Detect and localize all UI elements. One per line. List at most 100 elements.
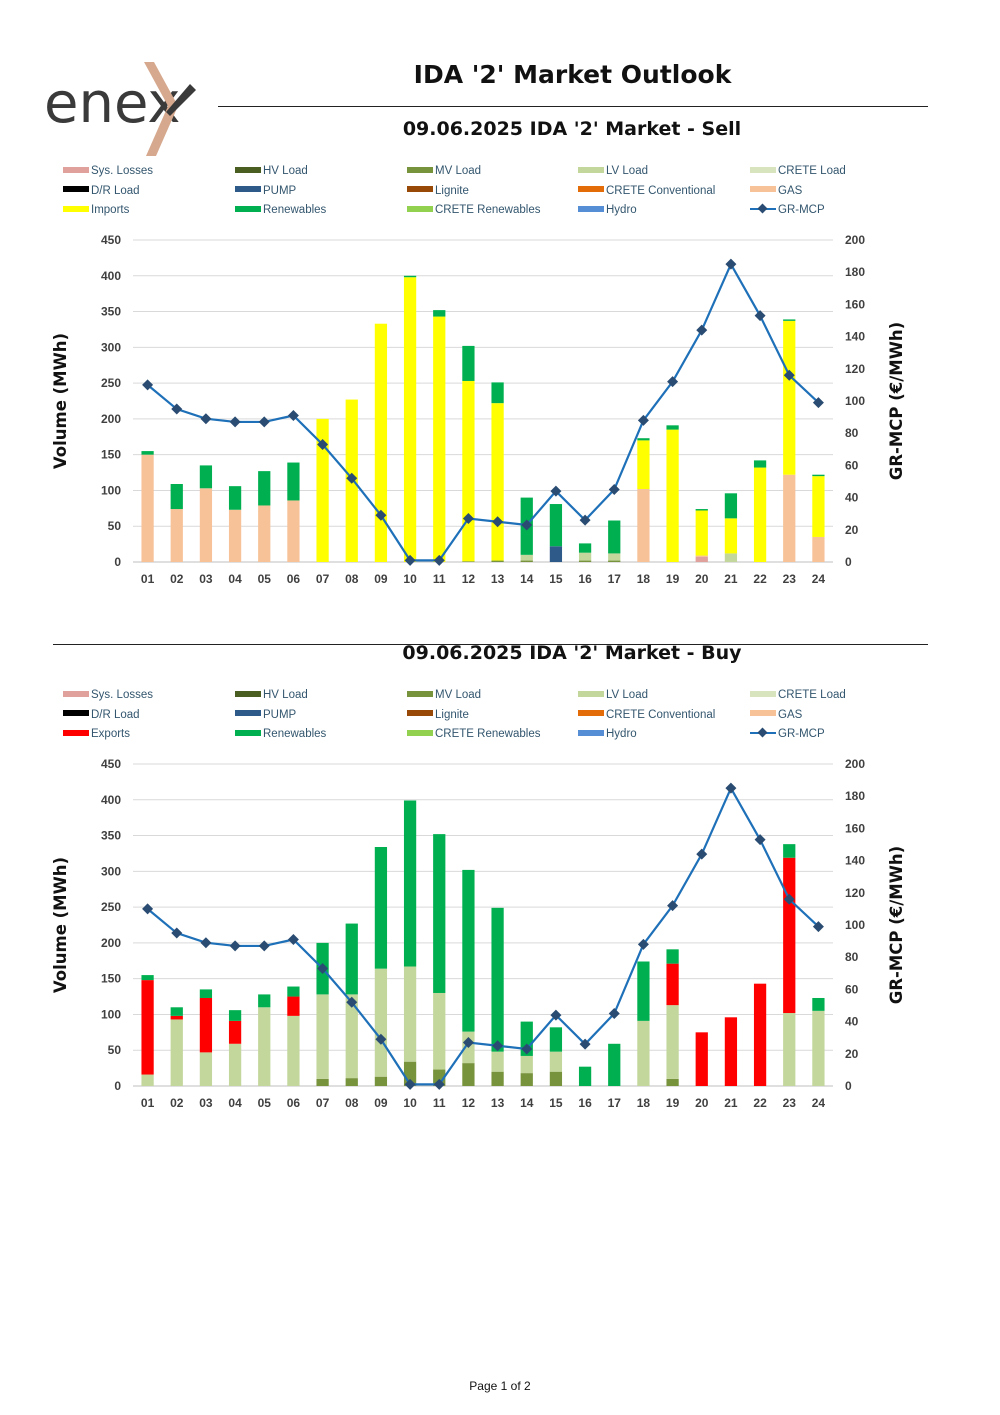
y2-tick-label: 100 bbox=[845, 918, 865, 932]
y2-axis-title: GR-MCP (€/MWh) bbox=[887, 322, 906, 480]
y2-axis-title: GR-MCP (€/MWh) bbox=[887, 846, 906, 1004]
bar-segment-renewables bbox=[549, 504, 563, 547]
mcp-point bbox=[200, 413, 212, 425]
bar-segment-lv-load bbox=[170, 1019, 183, 1086]
bar-segment-renewables bbox=[753, 460, 767, 468]
x-tick-label: 22 bbox=[753, 1096, 767, 1110]
y2-tick-label: 80 bbox=[845, 950, 859, 964]
legend-label: D/R Load bbox=[91, 184, 140, 197]
legend-swatch bbox=[235, 186, 261, 193]
bar-segment-exports bbox=[724, 1017, 738, 1086]
legend-item-hydro: Hydro bbox=[578, 203, 637, 217]
x-tick-label: 22 bbox=[753, 572, 767, 586]
mcp-point bbox=[667, 376, 679, 388]
bar-segment-renewables bbox=[578, 1066, 592, 1086]
mcp-point bbox=[812, 921, 824, 933]
legend-label: MV Load bbox=[435, 689, 482, 701]
bar-segment-renewables bbox=[287, 462, 300, 501]
legend-swatch bbox=[407, 205, 433, 212]
legend-swatch bbox=[578, 710, 604, 717]
legend-label: MV Load bbox=[435, 165, 482, 177]
bar-segment-lv-load bbox=[433, 992, 446, 1070]
legend-item-mv-load: MV Load bbox=[407, 164, 481, 178]
bar-segment-gas bbox=[287, 500, 300, 562]
mcp-point bbox=[404, 1078, 416, 1090]
legend-swatch bbox=[63, 166, 89, 173]
x-tick-label: 18 bbox=[637, 572, 651, 586]
bar-segment-lv-load bbox=[578, 552, 592, 561]
legend-swatch bbox=[235, 710, 261, 717]
legend-item-lignite: Lignite bbox=[407, 708, 469, 722]
bar-segment-gas bbox=[258, 505, 271, 562]
mcp-point bbox=[521, 1043, 533, 1055]
mcp-point bbox=[287, 933, 299, 945]
legend-swatch bbox=[407, 690, 433, 697]
bar-segment-mv-load bbox=[345, 1078, 358, 1086]
y-tick-label: 150 bbox=[101, 972, 121, 986]
legend-swatch bbox=[235, 166, 261, 173]
y-tick-label: 150 bbox=[101, 448, 121, 462]
bar-segment-exports bbox=[199, 997, 213, 1053]
bar-segment-renewables bbox=[374, 847, 388, 969]
bar-segment-mv-load bbox=[578, 560, 592, 562]
legend-swatch bbox=[235, 690, 261, 697]
mcp-point bbox=[696, 848, 708, 860]
y-tick-label: 300 bbox=[101, 340, 121, 354]
y2-tick-label: 200 bbox=[845, 757, 865, 771]
y-tick-label: 450 bbox=[101, 757, 121, 771]
bar-segment-renewables bbox=[170, 1007, 183, 1016]
mcp-point bbox=[346, 472, 358, 484]
buy-chart-plot: 0501001502002503003504004500204060801001… bbox=[51, 757, 906, 1110]
title-divider bbox=[218, 106, 928, 107]
legend-label: CRETE Conventional bbox=[606, 708, 716, 721]
legend-item-pump: PUMP bbox=[235, 708, 296, 722]
bar-segment-gas bbox=[695, 555, 708, 557]
legend-label: Sys. Losses bbox=[91, 689, 153, 701]
legend-label: Exports bbox=[91, 728, 130, 740]
bar-segment-imports bbox=[462, 380, 475, 562]
x-tick-label: 15 bbox=[549, 572, 563, 586]
mcp-point bbox=[346, 996, 358, 1008]
bar-segment-gas bbox=[812, 536, 825, 562]
bar-segment-lv-load bbox=[666, 1005, 679, 1079]
x-tick-label: 06 bbox=[287, 1096, 301, 1110]
legend-item-d-r-load: D/R Load bbox=[63, 184, 140, 198]
mcp-point bbox=[171, 927, 183, 939]
bar-segment-renewables bbox=[549, 1027, 563, 1052]
y-tick-label: 50 bbox=[108, 1043, 122, 1057]
mcp-point bbox=[550, 485, 562, 497]
legend-swatch bbox=[407, 710, 433, 717]
mcp-point bbox=[550, 1009, 562, 1021]
x-tick-label: 02 bbox=[170, 1096, 184, 1110]
bar-segment-lv-load bbox=[345, 994, 358, 1079]
legend-item-d-r-load: D/R Load bbox=[63, 708, 140, 722]
bar-segment-renewables bbox=[258, 471, 271, 506]
bar-segment-gas bbox=[783, 474, 796, 562]
legend-item-sys-losses: Sys. Losses bbox=[63, 164, 153, 178]
legend-swatch bbox=[407, 729, 433, 736]
legend-label: Sys. Losses bbox=[91, 165, 153, 177]
bar-segment-renewables bbox=[608, 1043, 621, 1086]
bar-segment-gas bbox=[141, 454, 154, 562]
bar-segment-mv-load bbox=[491, 560, 504, 562]
legend-item-gr-mcp: GR-MCP bbox=[750, 203, 825, 217]
bar-segment-lv-load bbox=[228, 1043, 242, 1086]
legend-item-hv-load: HV Load bbox=[235, 688, 308, 702]
bar-segment-renewables bbox=[228, 1010, 242, 1021]
enex-logo: enex bbox=[44, 56, 204, 161]
chart-title: 09.06.2025 IDA '2' Market - Buy bbox=[402, 642, 742, 664]
legend-item-renewables: Renewables bbox=[235, 727, 326, 741]
mcp-point bbox=[142, 903, 154, 915]
y2-tick-label: 100 bbox=[845, 394, 865, 408]
bar-segment-renewables bbox=[724, 493, 738, 519]
bar-segment-lv-load bbox=[783, 1013, 796, 1086]
mcp-point bbox=[433, 1078, 445, 1090]
bar-segment-renewables bbox=[403, 275, 417, 278]
bar-segment-mv-load bbox=[520, 560, 533, 562]
x-tick-label: 23 bbox=[783, 1096, 797, 1110]
x-tick-label: 16 bbox=[578, 572, 592, 586]
bar-segment-lv-load bbox=[608, 553, 621, 561]
bar-segment-imports bbox=[637, 440, 650, 490]
x-tick-label: 09 bbox=[374, 1096, 388, 1110]
y2-tick-label: 40 bbox=[845, 491, 859, 505]
